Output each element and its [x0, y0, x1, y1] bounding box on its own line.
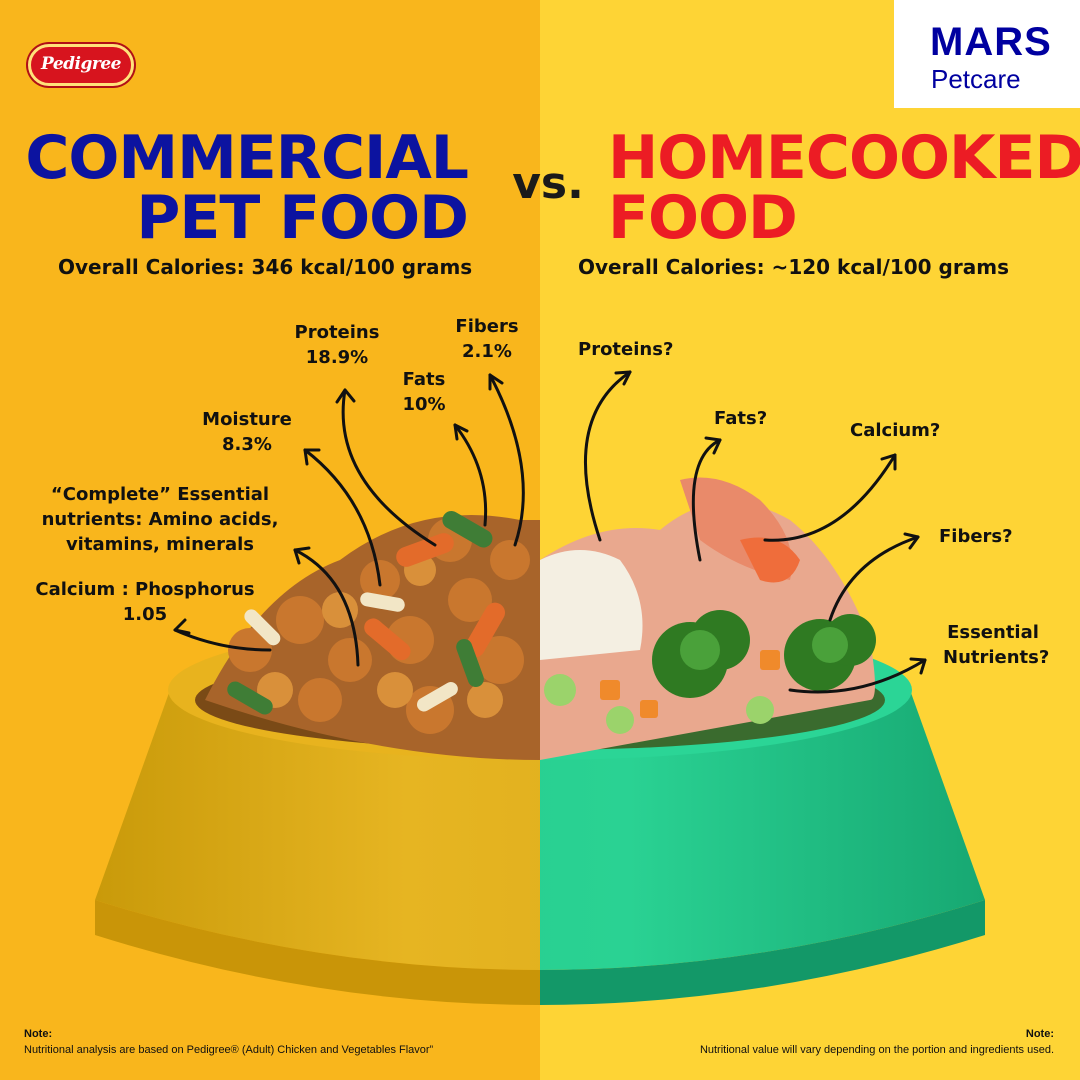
- pedigree-badge: [28, 44, 134, 86]
- pedigree-logo: Pedigree: [28, 34, 138, 94]
- label-proteins-value: 18.9%: [305, 347, 369, 368]
- label-essential-line2: Nutrients?: [943, 647, 1050, 668]
- label-fibers-unknown: Fibers?: [939, 526, 1013, 547]
- label-complete-line2: nutrients: Amino acids,: [41, 509, 279, 530]
- label-fats: Fats 10%: [392, 367, 456, 417]
- homecooked-headline: HOMECOOKED FOOD: [608, 123, 1080, 253]
- mars-petcare-logo: MARS Petcare: [894, 0, 1080, 108]
- label-proteins-unknown: Proteins?: [578, 339, 674, 360]
- label-fibers: Fibers 2.1%: [447, 314, 527, 364]
- label-essential-nutrients-unknown: Essential Nutrients?: [943, 620, 1050, 670]
- commercial-bowl: [95, 511, 540, 1005]
- left-note-title: Note:: [24, 1028, 53, 1040]
- label-fibers-value: 2.1%: [462, 341, 512, 362]
- left-note-text: Nutritional analysis are based on Pedigr…: [24, 1044, 434, 1056]
- label-moisture-value: 8.3%: [222, 434, 272, 455]
- homecooked-headline-line2: FOOD: [608, 183, 798, 253]
- label-fats-value: 10%: [402, 394, 446, 415]
- label-complete-line3: vitamins, minerals: [65, 534, 255, 555]
- label-complete-line1: “Complete” Essential: [50, 484, 270, 505]
- right-note-text: Nutritional value will vary depending on…: [699, 1044, 1054, 1056]
- right-note-title: Note:: [1025, 1028, 1054, 1040]
- label-fats-name: Fats: [402, 369, 446, 390]
- label-calcium-phosphorus-value: 1.05: [122, 604, 168, 625]
- label-calcium-unknown: Calcium?: [850, 420, 941, 441]
- commercial-headline-line2: PET FOOD: [136, 183, 469, 253]
- label-complete-nutrients: “Complete” Essential nutrients: Amino ac…: [30, 482, 290, 557]
- label-fibers-name: Fibers: [455, 316, 519, 337]
- commercial-calories: Overall Calories: 346 kcal/100 grams: [58, 255, 473, 279]
- label-calcium-phosphorus: Calcium : Phosphorus 1.05: [30, 577, 260, 627]
- pedigree-logo-text: Pedigree: [41, 54, 121, 74]
- label-calcium-phosphorus-name: Calcium : Phosphorus: [35, 579, 255, 600]
- commercial-headline-line1: COMMERCIAL: [25, 123, 469, 193]
- homecooked-calories: Overall Calories: ~120 kcal/100 grams: [578, 255, 1009, 279]
- petcare-logo-text: Petcare: [931, 64, 1021, 94]
- label-moisture: Moisture 8.3%: [194, 407, 300, 457]
- label-essential-line1: Essential: [947, 622, 1039, 643]
- homecooked-headline-line1: HOMECOOKED: [608, 123, 1080, 193]
- label-moisture-name: Moisture: [202, 409, 292, 430]
- mars-logo-text: MARS: [930, 20, 1052, 64]
- vs-label: vs.: [512, 158, 584, 209]
- label-proteins: Proteins 18.9%: [287, 320, 387, 370]
- homecooked-bowl: [540, 477, 985, 1005]
- left-arrows: [173, 373, 525, 667]
- right-arrows: [584, 370, 927, 694]
- label-fats-unknown: Fats?: [714, 408, 768, 429]
- label-proteins-name: Proteins: [294, 322, 380, 343]
- commercial-headline: COMMERCIAL PET FOOD: [8, 123, 469, 253]
